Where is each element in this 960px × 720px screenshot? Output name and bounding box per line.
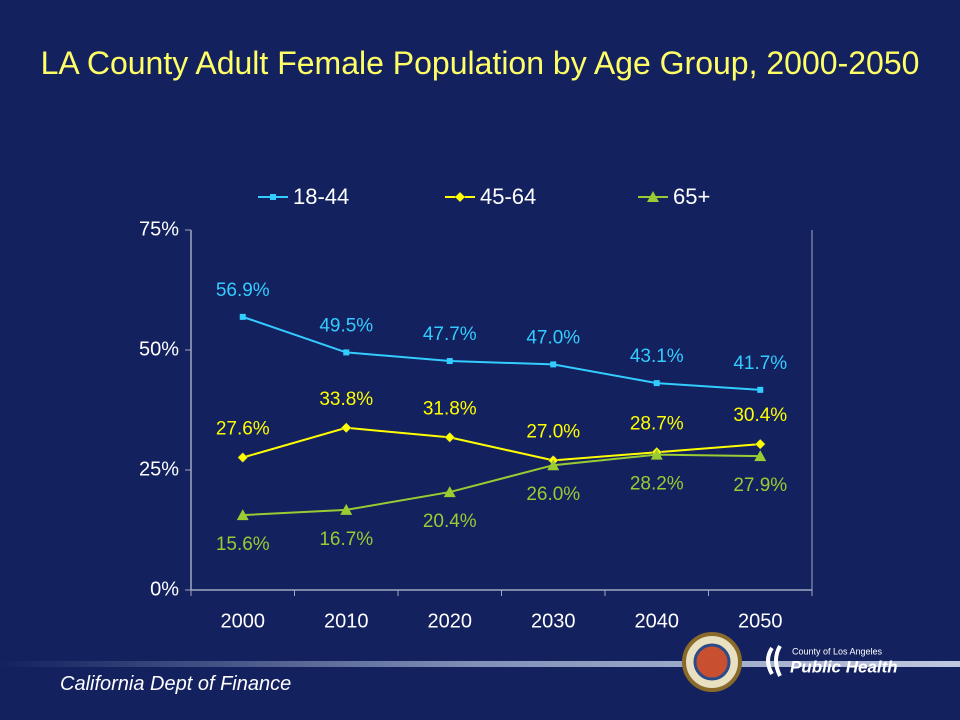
legend-label: 45-64	[480, 184, 536, 209]
y-tick-label: 0%	[150, 578, 179, 600]
data-label: 28.2%	[630, 474, 684, 495]
data-point	[653, 380, 660, 387]
health-logo-icon	[766, 645, 782, 677]
x-tick-label: 2020	[428, 610, 473, 632]
county-seal-center	[693, 643, 731, 681]
data-point	[754, 450, 767, 462]
data-point	[757, 386, 764, 393]
data-point	[444, 432, 456, 443]
data-point	[550, 361, 557, 368]
data-label: 41.7%	[733, 353, 787, 374]
legend-marker	[647, 191, 659, 202]
data-label: 30.4%	[733, 405, 787, 426]
chart-title: LA County Adult Female Population by Age…	[40, 45, 920, 81]
x-tick-label: 2000	[221, 610, 266, 632]
data-point	[446, 358, 453, 365]
data-point	[239, 313, 246, 320]
data-point	[547, 459, 560, 471]
data-label: 56.9%	[216, 280, 270, 301]
data-label: 20.4%	[423, 511, 477, 532]
data-label: 27.0%	[526, 421, 580, 442]
y-tick-label: 25%	[139, 458, 179, 480]
data-label: 49.5%	[319, 315, 373, 336]
series-line	[242, 315, 761, 391]
data-point	[443, 486, 456, 498]
x-tick-label: 2050	[738, 610, 783, 632]
x-tick-label: 2010	[324, 610, 369, 632]
logo-text: Public Health	[790, 657, 898, 676]
data-point	[237, 452, 249, 463]
data-label: 26.0%	[526, 484, 580, 505]
data-label: 27.6%	[216, 419, 270, 440]
data-point	[340, 503, 353, 515]
data-label: 28.7%	[630, 413, 684, 434]
x-tick-label: 2030	[531, 610, 576, 632]
source-note: California Dept of Finance	[60, 673, 292, 695]
legend-label: 18-44	[293, 184, 349, 209]
data-point	[650, 448, 663, 460]
data-label: 47.0%	[526, 327, 580, 348]
data-label: 27.9%	[733, 475, 787, 496]
data-label: 15.6%	[216, 534, 270, 555]
data-point	[754, 438, 766, 450]
y-tick-label: 50%	[139, 338, 179, 360]
divider-bar	[0, 661, 960, 667]
y-tick-label: 75%	[139, 218, 179, 240]
data-label: 16.7%	[319, 529, 373, 550]
x-tick-label: 2040	[635, 610, 680, 632]
data-point	[343, 349, 350, 356]
data-label: 47.7%	[423, 324, 477, 345]
data-label: 43.1%	[630, 346, 684, 367]
legend-marker	[270, 194, 276, 200]
data-label: 33.8%	[319, 389, 373, 410]
data-point	[236, 509, 249, 521]
legend-label: 65+	[673, 184, 710, 209]
data-point	[340, 422, 352, 434]
data-label: 31.8%	[423, 398, 477, 419]
series-line	[242, 453, 761, 517]
series-line	[242, 426, 761, 462]
legend-marker	[454, 191, 466, 203]
logo-text: County of Los Angeles	[792, 646, 883, 656]
